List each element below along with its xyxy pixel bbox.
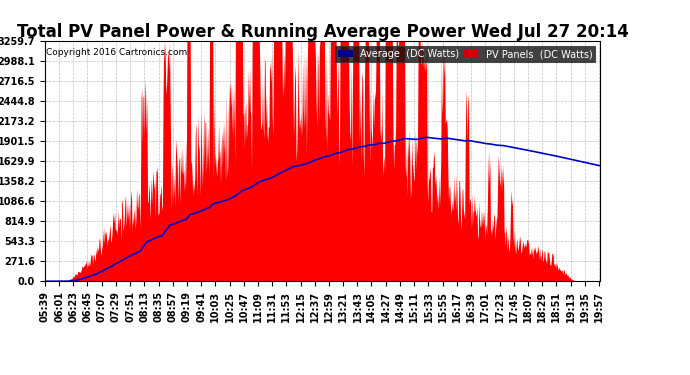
Legend: Average  (DC Watts), PV Panels  (DC Watts): Average (DC Watts), PV Panels (DC Watts): [335, 46, 595, 62]
Title: Total PV Panel Power & Running Average Power Wed Jul 27 20:14: Total PV Panel Power & Running Average P…: [17, 23, 629, 41]
Text: Copyright 2016 Cartronics.com: Copyright 2016 Cartronics.com: [46, 48, 187, 57]
